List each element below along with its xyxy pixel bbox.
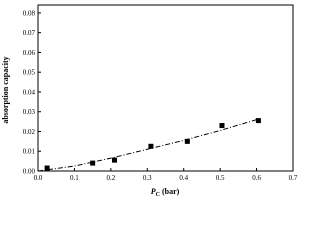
data-point: [44, 165, 50, 171]
data-point: [219, 123, 225, 129]
data-point: [112, 157, 117, 163]
x-tick-label: 0.2: [106, 174, 115, 182]
x-label-unit: (bar): [160, 187, 180, 196]
y-tick-label: 0.02: [23, 128, 36, 136]
x-tick-label: 0.6: [252, 174, 261, 182]
x-tick-label: 0.7: [289, 174, 298, 182]
x-tick-label: 0.4: [179, 174, 188, 182]
y-tick-label: 0.07: [23, 29, 36, 37]
x-tick-label: 0.1: [70, 174, 79, 182]
y-tick-label: 0.08: [23, 9, 36, 17]
x-axis-label: PC (bar): [151, 187, 180, 198]
y-tick-label: 0.04: [23, 88, 36, 96]
y-tick-label: 0.06: [23, 49, 36, 57]
y-tick-label: 0.03: [23, 108, 36, 116]
fit-line: [37, 119, 257, 172]
x-label-var: P: [151, 187, 156, 196]
x-tick-label: 0.0: [34, 174, 43, 182]
plot-frame: [37, 4, 294, 172]
x-tick-label: 0.3: [143, 174, 152, 182]
data-point: [148, 143, 154, 149]
y-tick-label: 0.00: [23, 168, 36, 176]
data-point: [255, 118, 261, 124]
data-point: [184, 138, 190, 144]
x-tick-label: 0.5: [216, 174, 225, 182]
y-tick-label: 0.05: [23, 69, 36, 77]
y-tick-label: 0.01: [23, 148, 36, 156]
y-axis-label: absorption capacity: [1, 56, 10, 123]
chart: PC (bar) absorption capacity 0.0 0.1 0.2 0.…: [1, 4, 298, 198]
data-point: [90, 160, 96, 166]
x-label-sub: C: [156, 192, 160, 198]
